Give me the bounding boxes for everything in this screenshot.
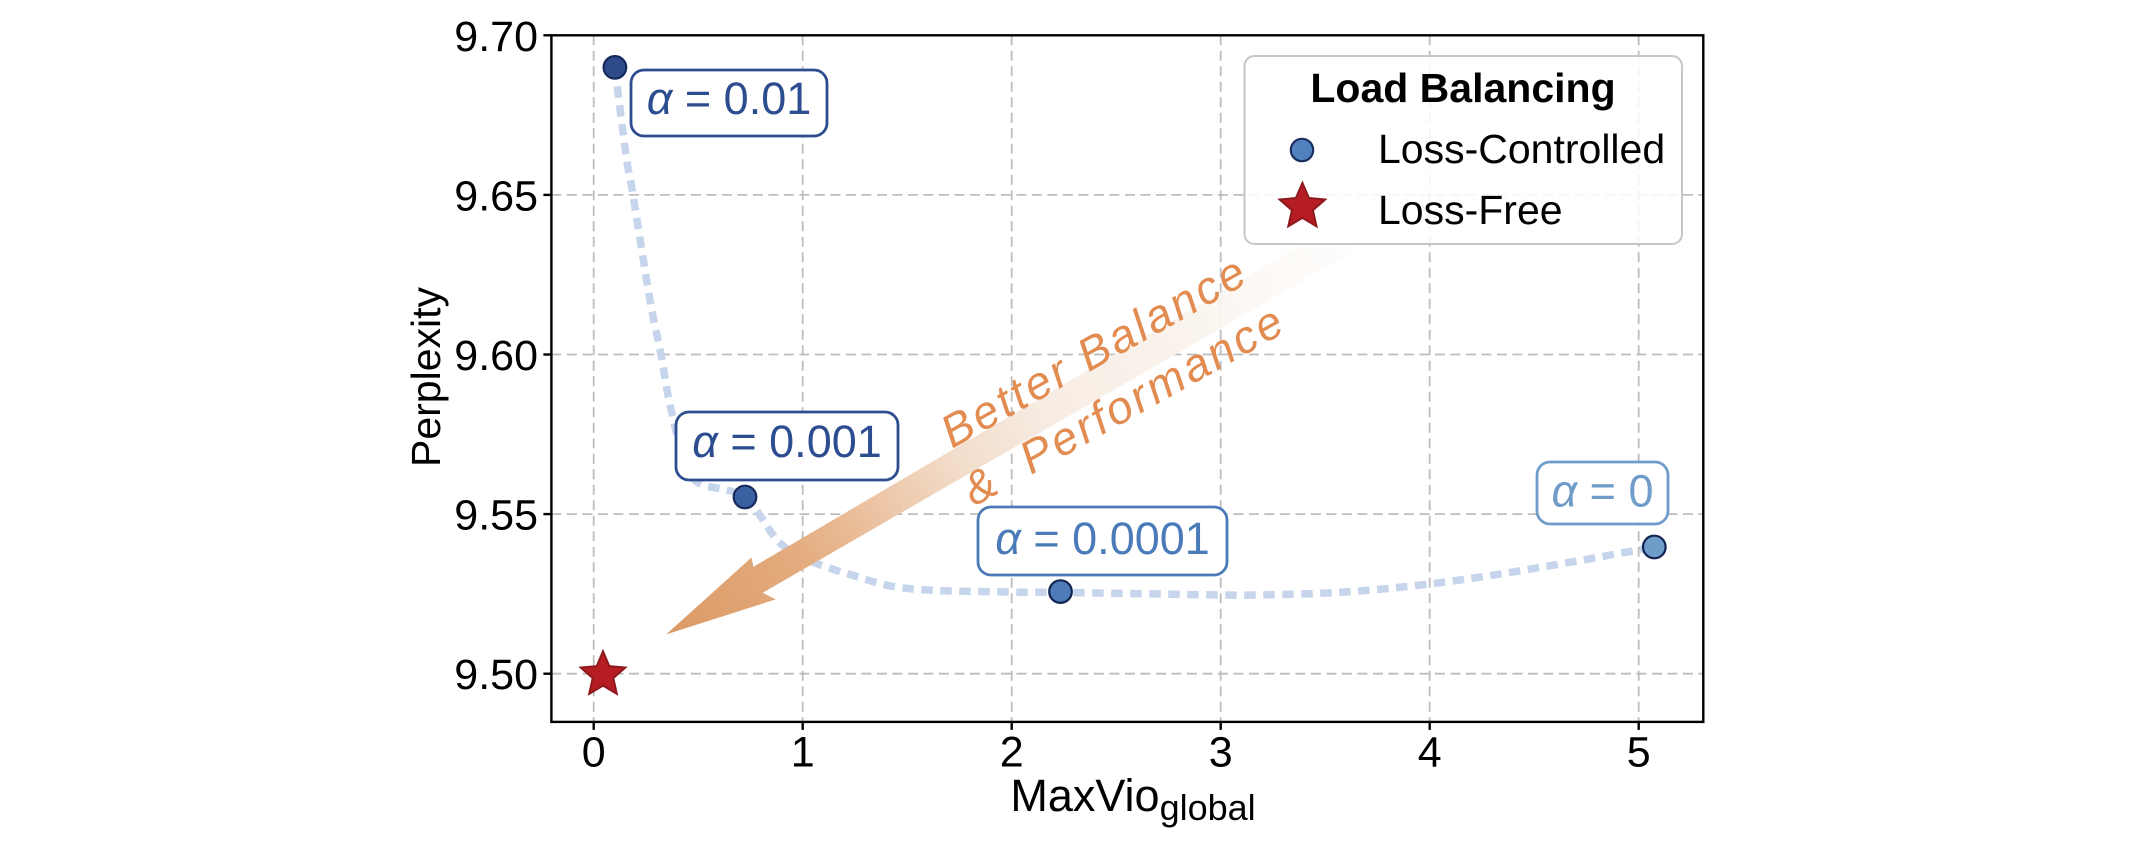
svg-text:α = 0.01: α = 0.01 [647, 73, 812, 124]
svg-text:α = 0.001: α = 0.001 [692, 416, 882, 467]
svg-text:α = 0: α = 0 [1552, 466, 1654, 517]
svg-text:9.55: 9.55 [454, 492, 538, 540]
svg-text:4: 4 [1418, 729, 1442, 777]
svg-text:Load Balancing: Load Balancing [1310, 65, 1615, 111]
svg-text:α = 0.0001: α = 0.0001 [995, 513, 1210, 564]
svg-text:9.50: 9.50 [454, 651, 538, 699]
svg-text:3: 3 [1209, 729, 1233, 777]
svg-text:Loss-Free: Loss-Free [1378, 187, 1563, 233]
svg-text:5: 5 [1627, 729, 1651, 777]
svg-text:9.65: 9.65 [454, 172, 538, 220]
svg-text:9.70: 9.70 [454, 13, 538, 61]
svg-text:Loss-Controlled: Loss-Controlled [1378, 126, 1665, 172]
svg-text:1: 1 [791, 729, 815, 777]
svg-text:2: 2 [1000, 729, 1024, 777]
svg-text:Perplexity: Perplexity [403, 286, 449, 467]
svg-text:0: 0 [582, 729, 606, 777]
svg-text:9.60: 9.60 [454, 332, 538, 380]
